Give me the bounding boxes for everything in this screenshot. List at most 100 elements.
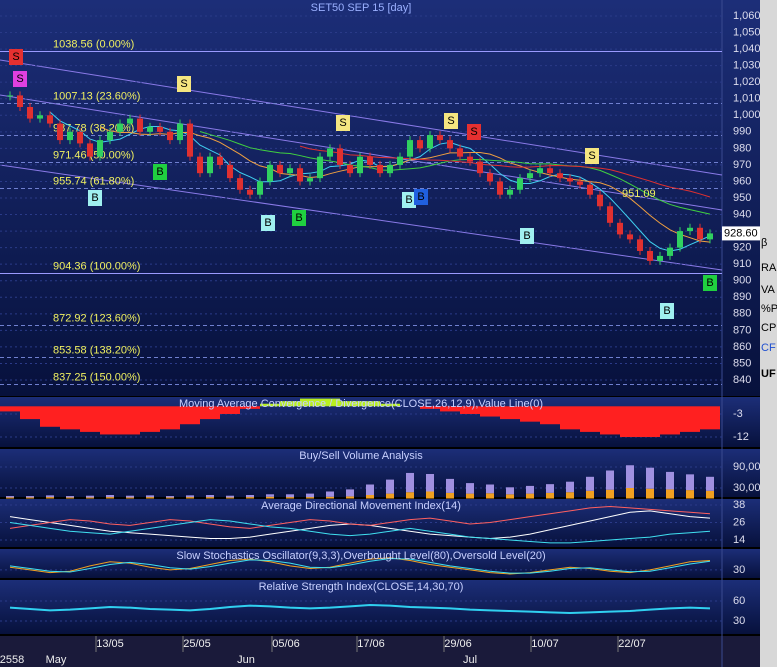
month-label: 2558 (0, 654, 24, 666)
volume-bar (386, 493, 394, 499)
fib-label: 1038.56 (0.00%) (53, 38, 134, 50)
candle (707, 233, 713, 240)
macd-bar (220, 406, 240, 414)
signal-label: S (588, 150, 595, 162)
volume-bar (566, 492, 574, 499)
toolbar-button[interactable]: %P (761, 303, 777, 315)
macd-bar (200, 406, 220, 420)
annotation: 951.09 (622, 188, 656, 200)
toolbar-button[interactable]: CF (761, 342, 776, 354)
y-tick-label: 940 (733, 208, 751, 220)
y-tick-label: 890 (733, 291, 751, 303)
volume-bar (126, 495, 134, 498)
candle (157, 126, 163, 132)
month-label: Jul (463, 654, 477, 666)
macd-bar (60, 406, 80, 430)
volume-bar (6, 496, 14, 498)
volume-bar (246, 497, 254, 499)
candle (37, 115, 43, 119)
toolbar-button[interactable]: β (761, 237, 767, 249)
volume-bar (46, 497, 54, 499)
y-tick-label: 950 (733, 192, 751, 204)
panel-title: Buy/Sell Volume Analysis (299, 450, 423, 462)
signal-label: B (706, 277, 713, 289)
candle (217, 156, 223, 165)
candle (227, 164, 233, 179)
candle (277, 164, 283, 174)
volume-bar (366, 495, 374, 499)
macd-bar (580, 406, 600, 432)
volume-bar (206, 495, 214, 498)
candle (667, 247, 673, 256)
x-tick-label: 13/05 (96, 638, 124, 650)
fib-label: 837.25 (150.00%) (53, 371, 140, 383)
y-tick-label: 90,00 (733, 461, 761, 473)
fib-label: 971.46 (50.00%) (53, 149, 134, 161)
fib-label: 904.36 (100.00%) (53, 260, 140, 272)
panel-title: Slow Stochastics Oscillator(9,3,3),Overb… (176, 550, 545, 562)
toolbar-button[interactable]: RA (761, 262, 777, 274)
candle (397, 156, 403, 165)
stoch-panel (0, 549, 760, 578)
y-tick-label: 910 (733, 258, 751, 270)
volume-bar (246, 495, 254, 498)
macd-bar (160, 406, 180, 430)
candle (587, 184, 593, 195)
signal-box (153, 164, 167, 180)
macd-bar (260, 403, 280, 407)
macd-bar (640, 406, 660, 438)
macd-bar (20, 406, 40, 420)
signal-box (414, 189, 428, 205)
candle (267, 164, 273, 182)
candle (27, 107, 33, 119)
candle (197, 156, 203, 174)
signal-label: B (663, 305, 670, 317)
candle (247, 189, 253, 195)
y-tick-label: 1,050 (733, 26, 761, 38)
fib-label: 955.74 (61.80%) (53, 175, 134, 187)
y-tick-label: 970 (733, 159, 751, 171)
macd-bar (460, 406, 480, 414)
toolbar-button[interactable]: VA (761, 284, 776, 296)
volume-bar (326, 491, 334, 497)
candle (627, 234, 633, 240)
volume-bar (106, 497, 114, 499)
candle (17, 95, 23, 107)
candle (127, 118, 133, 124)
candle (327, 148, 333, 157)
volume-bar (686, 474, 694, 491)
candle (7, 95, 13, 97)
volume-bar (486, 493, 494, 499)
signal-box (88, 190, 102, 206)
macd-bar (560, 406, 580, 430)
toolbar-button[interactable]: CP (761, 322, 776, 334)
signal-box (13, 71, 27, 87)
volume-bar (126, 497, 134, 499)
macd-bar (380, 403, 400, 407)
signal-box (660, 303, 674, 319)
candle (407, 140, 413, 157)
volume-bar (286, 494, 294, 498)
macd-bar (500, 406, 520, 420)
macd-bar (100, 406, 120, 435)
macd-bar (700, 406, 720, 430)
chart-title: SET50 SEP 15 [day] (311, 2, 412, 14)
indicator-line (9, 505, 711, 529)
volume-bar (506, 494, 514, 499)
volume-bar (586, 476, 594, 491)
fib-label: 1007.13 (23.60%) (53, 90, 140, 102)
volume-bar (626, 465, 634, 488)
candle (97, 140, 103, 157)
candle (607, 206, 613, 223)
candle (187, 123, 193, 157)
macd-bar (340, 401, 360, 407)
candle (297, 168, 303, 182)
volume-bar (326, 496, 334, 499)
indicator-line (9, 519, 711, 544)
macd-bar (420, 406, 440, 409)
fib-label: 853.58 (138.20%) (53, 344, 140, 356)
volume-bar (86, 497, 94, 499)
volume-bar (186, 497, 194, 499)
candle (147, 126, 153, 132)
toolbar-button[interactable]: UF (761, 368, 776, 380)
